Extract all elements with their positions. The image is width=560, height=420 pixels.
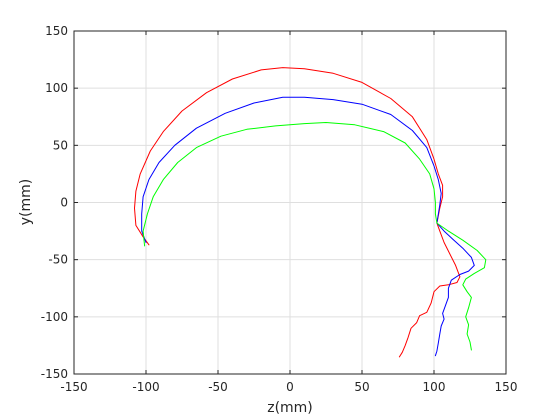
y-tick-label: 150 [45,24,68,38]
y-tick-label: 100 [45,81,68,95]
series-line-3 [142,122,487,351]
y-tick-label: -100 [41,310,68,324]
x-axis-label: z(mm) [267,400,313,416]
x-tick-label: 0 [286,380,294,394]
y-tick-label: 50 [53,138,68,152]
x-tick-label: -150 [60,380,87,394]
series-line-2 [141,96,475,357]
axes: -150 -100 -50 0 50 100 150 -150 -100 -50 0 50 100 150 [41,24,518,394]
x-tick-label: 50 [354,380,369,394]
y-tick-label: 0 [60,196,68,210]
series-line-1 [134,67,461,358]
x-tick-label: 100 [423,380,446,394]
x-tick-label: -50 [208,380,228,394]
y-tick-label: -50 [48,253,68,267]
y-axis-label: y(mm) [18,179,34,225]
y-tick-label: -150 [41,367,68,381]
x-tick-label: 150 [495,380,518,394]
x-tick-label: -100 [132,380,159,394]
series-layer [134,67,487,358]
